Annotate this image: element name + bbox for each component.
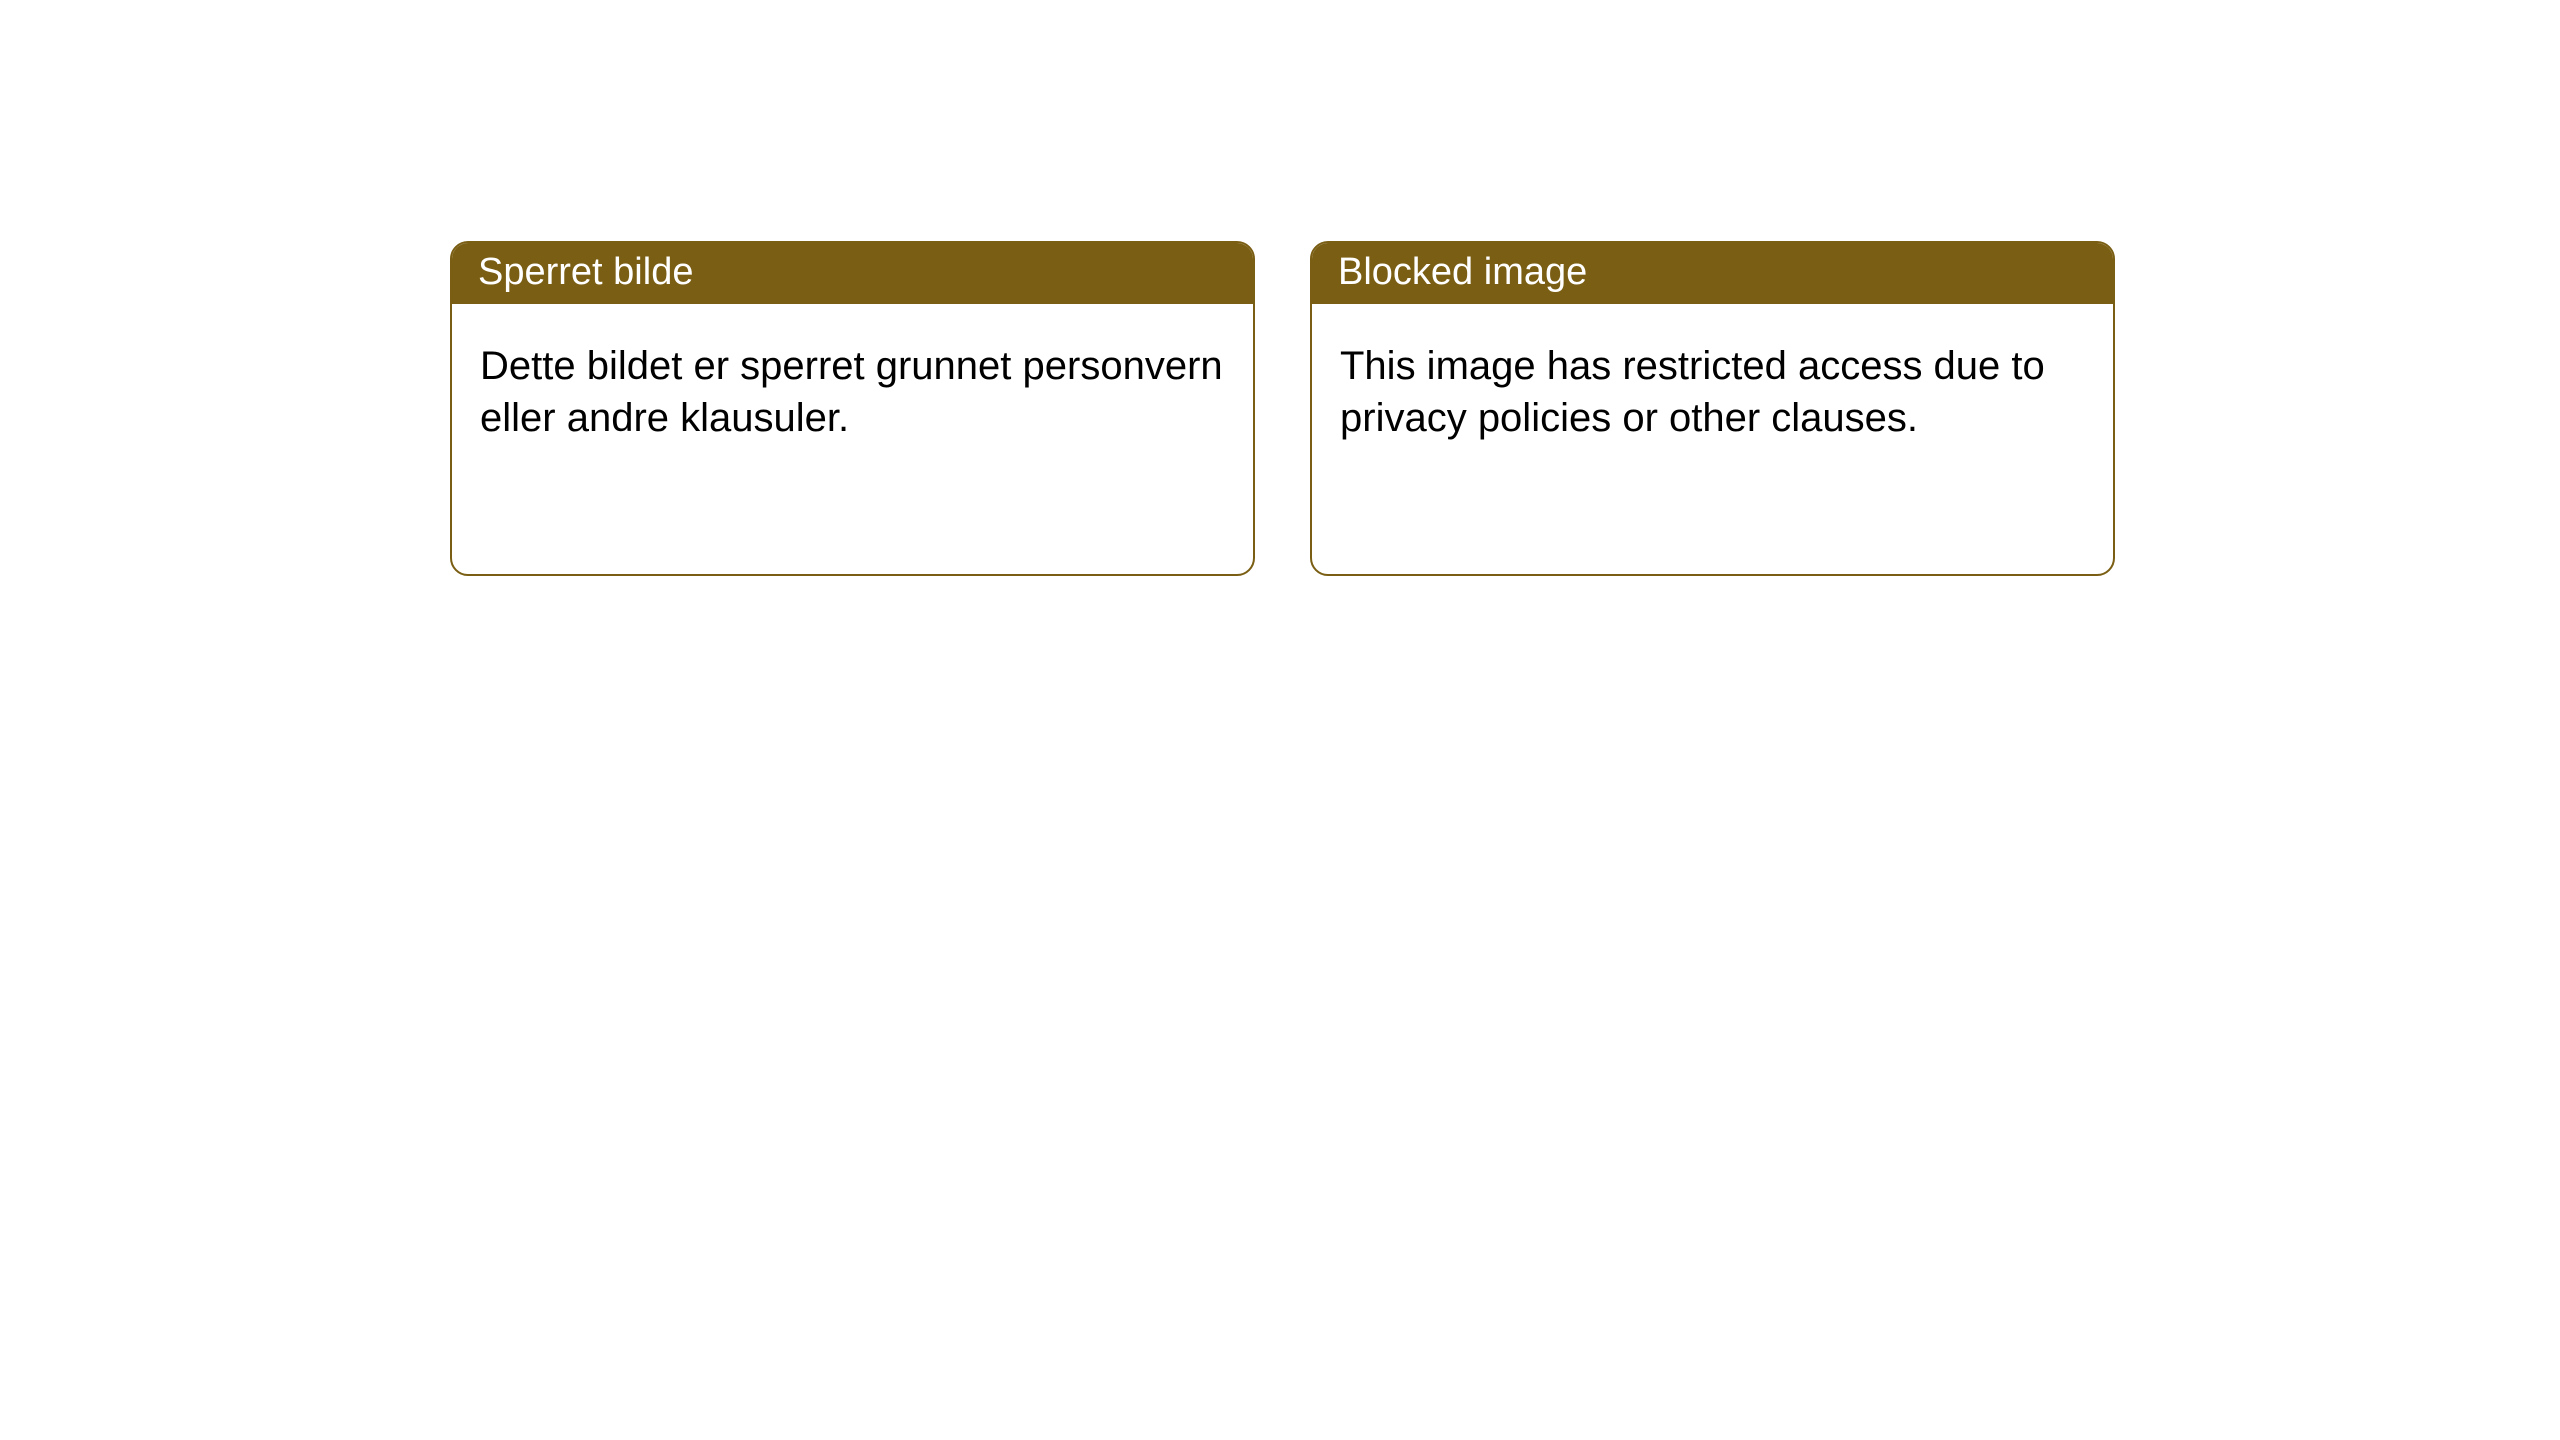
notice-body: Dette bildet er sperret grunnet personve… (452, 304, 1253, 480)
notice-title: Sperret bilde (452, 243, 1253, 304)
notice-body: This image has restricted access due to … (1312, 304, 2113, 480)
notice-card-norwegian: Sperret bilde Dette bildet er sperret gr… (450, 241, 1255, 576)
notice-container: Sperret bilde Dette bildet er sperret gr… (0, 0, 2560, 576)
notice-title: Blocked image (1312, 243, 2113, 304)
notice-card-english: Blocked image This image has restricted … (1310, 241, 2115, 576)
